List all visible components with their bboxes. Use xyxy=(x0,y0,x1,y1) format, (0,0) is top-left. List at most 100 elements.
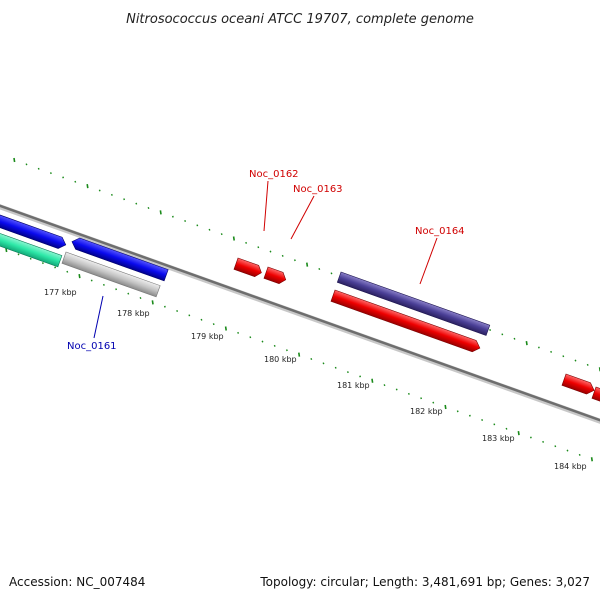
gene-noc-0163[interactable] xyxy=(263,266,288,285)
minor-tick xyxy=(285,349,288,352)
minor-tick xyxy=(334,366,337,369)
minor-tick xyxy=(200,318,203,321)
minor-tick xyxy=(273,344,276,347)
major-tick xyxy=(86,184,89,189)
minor-tick xyxy=(98,189,101,192)
major-tick xyxy=(151,300,154,305)
minor-tick xyxy=(123,198,126,201)
minor-tick xyxy=(318,267,321,271)
minor-tick xyxy=(127,292,130,295)
minor-tick xyxy=(17,253,20,256)
minor-tick xyxy=(562,355,565,358)
minor-tick xyxy=(420,397,423,400)
gene-blue-right[interactable] xyxy=(70,236,169,282)
minor-tick xyxy=(586,363,589,366)
minor-tick xyxy=(49,172,52,175)
minor-tick xyxy=(37,167,40,170)
gene-label-noc-0164[interactable]: Noc_0164 xyxy=(415,226,465,237)
minor-tick xyxy=(456,410,459,413)
gene-label-noc-0163[interactable]: Noc_0163 xyxy=(293,184,343,195)
scale-labels: 177 kbp 178 kbp 179 kbp 180 kbp 181 kbp … xyxy=(44,288,587,471)
major-tick xyxy=(306,262,309,267)
minor-tick xyxy=(322,362,325,365)
minor-tick xyxy=(90,279,93,282)
minor-tick xyxy=(269,250,272,253)
minor-tick xyxy=(102,283,105,286)
gene-teal[interactable] xyxy=(0,231,63,268)
minor-tick xyxy=(395,388,398,391)
minor-tick xyxy=(74,180,77,183)
minor-tick xyxy=(41,262,44,265)
gene-label-noc-0161[interactable]: Noc_0161 xyxy=(67,341,117,352)
major-tick xyxy=(159,210,162,215)
major-tick xyxy=(525,341,528,346)
major-tick xyxy=(78,274,81,279)
minor-tick xyxy=(537,346,540,349)
gene-noc-0161[interactable] xyxy=(61,251,161,298)
minor-tick xyxy=(29,257,32,260)
gene-label-noc-0162[interactable]: Noc_0162 xyxy=(249,169,299,180)
gene-red-edge-1[interactable] xyxy=(561,373,596,396)
kbp-label: 177 kbp xyxy=(44,288,77,297)
minor-tick xyxy=(554,445,557,448)
minor-tick xyxy=(135,202,138,205)
minor-tick xyxy=(171,215,174,218)
kbp-label: 178 kbp xyxy=(117,309,150,318)
minor-tick xyxy=(468,414,471,417)
gene-noc-0162[interactable] xyxy=(233,257,263,278)
minor-tick xyxy=(383,384,386,387)
gene-noc-0164[interactable] xyxy=(336,271,491,336)
minor-tick xyxy=(513,337,516,340)
major-tick xyxy=(13,157,16,163)
gene-red-long[interactable] xyxy=(330,289,482,354)
minor-tick xyxy=(566,449,569,452)
kbp-label: 184 kbp xyxy=(554,462,587,471)
minor-tick xyxy=(245,241,248,244)
gene-red-edge-2[interactable] xyxy=(591,386,600,406)
minor-tick xyxy=(359,375,362,378)
gene-blue-left[interactable] xyxy=(0,211,68,251)
minor-tick xyxy=(542,440,545,443)
minor-tick xyxy=(184,220,187,223)
minor-tick xyxy=(163,305,166,308)
minor-tick xyxy=(281,254,284,257)
minor-tick xyxy=(139,296,142,299)
minor-tick xyxy=(330,272,333,275)
minor-tick xyxy=(196,224,199,227)
minor-tick xyxy=(176,310,179,313)
minor-tick xyxy=(249,336,252,339)
minor-tick xyxy=(62,176,65,179)
minor-tick xyxy=(574,359,577,362)
gene-label-leaders xyxy=(93,180,438,339)
minor-tick xyxy=(261,340,264,343)
minor-tick xyxy=(293,259,296,262)
minor-tick xyxy=(501,333,504,336)
minor-tick xyxy=(147,206,150,209)
map-title: Nitrosococcus oceani ATCC 19707, complet… xyxy=(126,12,474,27)
minor-tick xyxy=(115,288,118,291)
kbp-label: 183 kbp xyxy=(482,434,515,443)
genome-summary-text: Topology: circular; Length: 3,481,691 bp… xyxy=(259,575,590,589)
kbp-label: 182 kbp xyxy=(410,407,443,416)
minor-tick xyxy=(212,323,215,326)
major-tick xyxy=(590,457,593,462)
minor-tick xyxy=(237,331,240,334)
minor-tick xyxy=(220,233,223,236)
minor-tick xyxy=(529,436,532,439)
minor-tick xyxy=(110,193,113,196)
minor-tick xyxy=(505,427,508,430)
minor-tick xyxy=(346,371,349,374)
minor-tick xyxy=(489,329,492,332)
major-tick xyxy=(298,352,301,357)
kbp-label: 180 kbp xyxy=(264,355,297,364)
major-tick xyxy=(224,326,227,331)
minor-tick xyxy=(481,419,484,422)
kbp-label: 179 kbp xyxy=(191,332,224,341)
minor-tick xyxy=(25,163,28,166)
minor-tick xyxy=(578,453,581,456)
minor-tick xyxy=(310,357,313,361)
minor-tick xyxy=(257,246,260,249)
minor-tick xyxy=(66,270,69,273)
minor-tick xyxy=(550,350,553,353)
